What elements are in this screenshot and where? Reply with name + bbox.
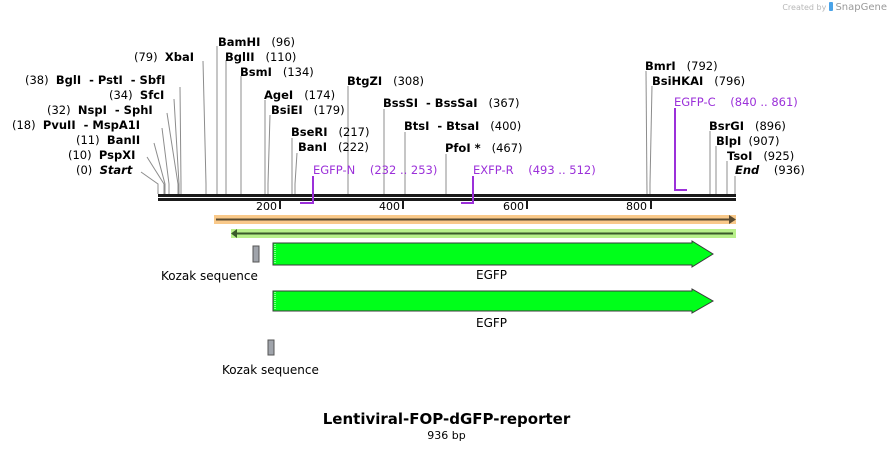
backbone-top-strand <box>158 194 736 197</box>
site-sfci[interactable]: (34) SfcI <box>109 88 165 102</box>
kozak-label-2: Kozak sequence <box>222 363 319 377</box>
kozak-label-1: Kozak sequence <box>161 269 258 283</box>
watermark-prefix: Created by <box>782 3 827 12</box>
primer-egfp-c-mark <box>674 108 687 191</box>
map-length: 936 bp <box>427 429 466 442</box>
site-nspi-sphi[interactable]: (32) NspI - SphI <box>47 103 153 117</box>
site-bmri[interactable]: BmrI (792) <box>645 59 718 73</box>
watermark-brand: SnapGene <box>835 2 887 13</box>
ruler-label-400: 400 <box>379 200 400 213</box>
site-pfoi[interactable]: PfoI * (467) <box>445 141 523 155</box>
primer-marks <box>300 108 687 204</box>
ruler-label-200: 200 <box>256 200 277 213</box>
site-bamhi[interactable]: BamHI (96) <box>218 35 295 49</box>
site-btgzi[interactable]: BtgZI (308) <box>347 74 425 88</box>
egfp-label-2: EGFP <box>476 316 508 330</box>
primer-egfp-c[interactable]: EGFP-C (840 .. 861) <box>674 95 798 109</box>
egfp-label-1: EGFP <box>476 268 508 282</box>
orf-forward <box>214 215 736 224</box>
site-bglii[interactable]: BglII (110) <box>225 50 297 64</box>
site-pspxi[interactable]: (10) PspXI <box>68 148 136 162</box>
snapgene-logo-icon <box>828 2 833 11</box>
site-bgli-psti-sbfi[interactable]: (38) BglI - PstI - SbfI <box>25 73 166 87</box>
site-bsssi-bsssai[interactable]: BssSI - BssSaI (367) <box>383 96 520 110</box>
site-connector-lines <box>140 46 736 195</box>
site-blpi[interactable]: BlpI (907) <box>716 134 780 148</box>
site-bsmi[interactable]: BsmI (134) <box>240 65 314 79</box>
snapgene-watermark: Created by SnapGene <box>782 2 887 13</box>
site-start[interactable]: (0) Start <box>76 163 133 177</box>
site-end[interactable]: End (936) <box>735 163 805 177</box>
site-agei[interactable]: AgeI (174) <box>264 88 336 102</box>
ruler-ticks <box>279 201 652 209</box>
site-bsrgi[interactable]: BsrGI (896) <box>709 119 786 133</box>
site-bsihkai[interactable]: BsiHKAI (796) <box>652 74 746 88</box>
egfp-feature-2[interactable] <box>272 288 715 314</box>
site-pvuii-mspa1i[interactable]: (18) PvuII - MspA1I <box>12 118 141 132</box>
site-xbai[interactable]: (79) XbaI <box>134 50 195 64</box>
site-tsoi[interactable]: TsoI (925) <box>727 149 795 163</box>
site-btsi-btsai[interactable]: BtsI - BtsaI (400) <box>404 119 522 133</box>
kozak-feature-2[interactable] <box>267 339 275 356</box>
primer-egfp-n[interactable]: EGFP-N (232 .. 253) <box>313 163 438 177</box>
egfp-feature-1[interactable] <box>272 240 714 268</box>
site-bseri[interactable]: BseRI (217) <box>291 125 370 139</box>
backbone-bottom-strand <box>158 198 736 201</box>
primer-exfp-r-mark <box>461 176 474 204</box>
primer-egfp-n-mark <box>300 176 314 204</box>
kozak-feature-1[interactable] <box>252 245 260 263</box>
orf-reverse <box>231 229 736 238</box>
ruler-label-600: 600 <box>503 200 524 213</box>
site-banii[interactable]: (11) BanII <box>76 133 141 147</box>
site-bsiei[interactable]: BsiEI (179) <box>271 103 345 117</box>
primer-exfp-r[interactable]: EXFP-R (493 .. 512) <box>473 163 596 177</box>
ruler-label-800: 800 <box>626 200 647 213</box>
site-bani[interactable]: BanI (222) <box>298 140 369 154</box>
map-title: Lentiviral-FOP-dGFP-reporter <box>322 410 571 428</box>
